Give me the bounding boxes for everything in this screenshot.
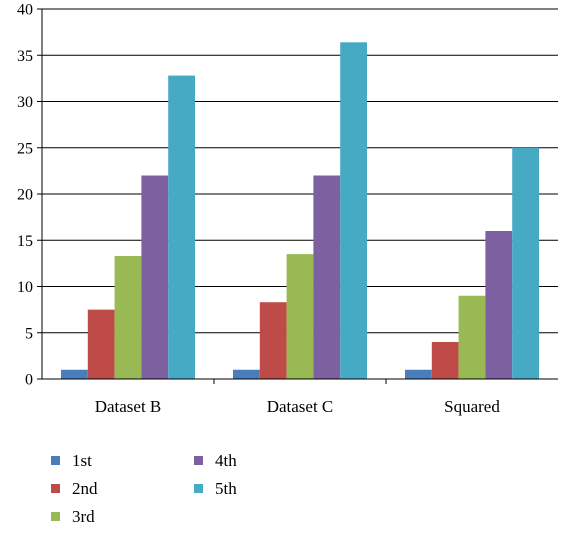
bar-4th-dataset-b <box>141 175 169 379</box>
y-tick-label: 5 <box>25 325 33 342</box>
legend-label-3rd: 3rd <box>72 507 95 526</box>
bar-3rd-dataset-c <box>286 254 314 379</box>
bar-4th-dataset-c <box>313 175 341 379</box>
y-tick-labels: 0 5 10 15 20 25 30 35 40 <box>17 2 33 389</box>
bar-3rd-squared <box>458 295 486 379</box>
legend-label-1st: 1st <box>72 451 92 470</box>
legend-swatch-3rd <box>51 512 60 521</box>
bars <box>61 42 539 380</box>
axes <box>37 8 558 384</box>
bar-2nd-squared <box>431 342 459 379</box>
y-tick-label: 10 <box>17 279 33 296</box>
bar-4th-squared <box>485 231 513 379</box>
bar-3rd-dataset-b <box>114 255 142 379</box>
x-category-label: Dataset B <box>95 397 162 416</box>
legend-swatch-4th <box>194 456 203 465</box>
legend-label-5th: 5th <box>215 479 237 498</box>
legend-swatch-2nd <box>51 484 60 493</box>
legend-label-4th: 4th <box>215 451 237 470</box>
y-tick-label: 15 <box>17 233 33 250</box>
y-tick-label: 20 <box>17 187 33 204</box>
y-tick-label: 0 <box>25 372 33 389</box>
bar-5th-dataset-c <box>340 42 367 380</box>
legend-label-2nd: 2nd <box>72 479 98 498</box>
bar-2nd-dataset-b <box>87 309 115 379</box>
legend: 1st 2nd 3rd 4th 5th <box>51 451 237 526</box>
bar-1st-dataset-b <box>61 369 88 379</box>
bar-2nd-dataset-c <box>259 302 287 379</box>
bar-1st-dataset-c <box>233 369 260 379</box>
y-tick-label: 25 <box>17 140 33 157</box>
legend-swatch-1st <box>51 456 60 465</box>
bar-5th-dataset-b <box>168 75 195 379</box>
x-category-label: Squared <box>444 397 500 416</box>
y-tick-label: 30 <box>17 94 33 111</box>
y-tick-label: 40 <box>17 2 33 19</box>
y-tick-label: 35 <box>17 48 33 65</box>
x-category-label: Dataset C <box>267 397 334 416</box>
legend-swatch-5th <box>194 484 203 493</box>
x-category-labels: Dataset B Dataset C Squared <box>95 397 501 416</box>
bar-5th-squared <box>512 147 539 379</box>
bar-1st-squared <box>405 369 432 379</box>
